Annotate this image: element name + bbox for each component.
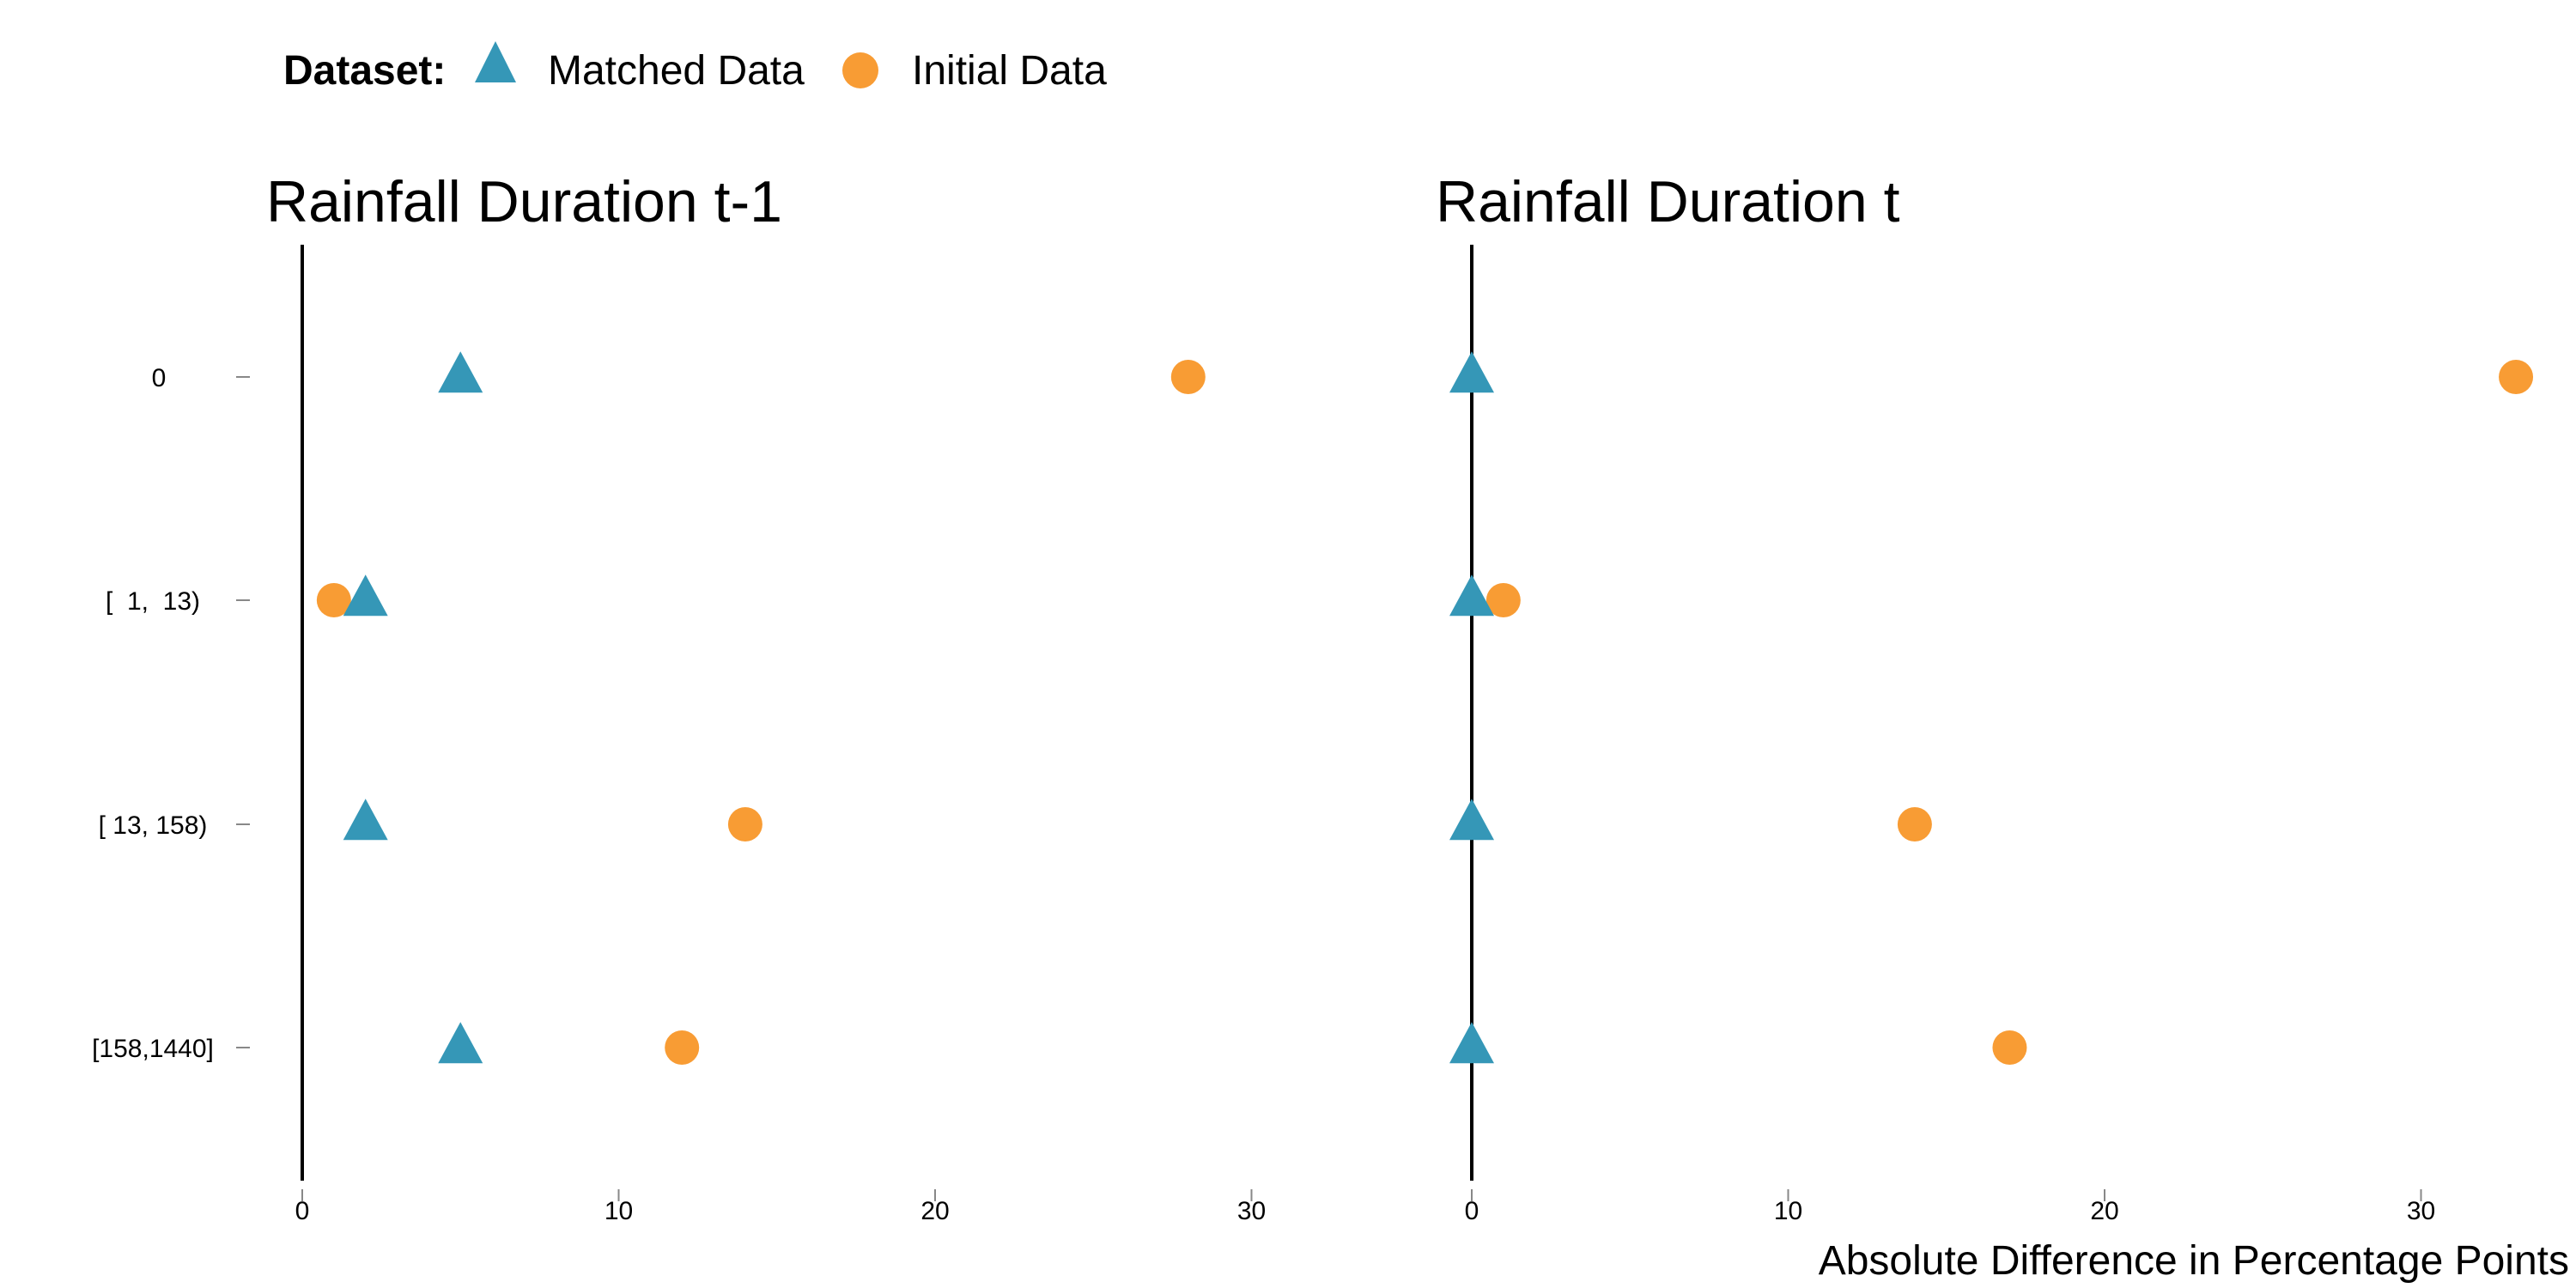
- x-tick-label: 0: [1465, 1197, 1479, 1225]
- x-tick-label: 30: [1237, 1197, 1266, 1225]
- x-axis: 0 10 20 30 0 10 20 30: [295, 1189, 2435, 1225]
- legend-initial-circle-icon: [842, 52, 878, 88]
- initial-data-point: [2499, 360, 2534, 394]
- initial-data-point: [1992, 1030, 2027, 1065]
- matched-data-point: [438, 1022, 483, 1064]
- legend-title: Dataset:: [283, 48, 446, 94]
- initial-data-point: [1170, 360, 1206, 394]
- initial-data-point: [665, 1030, 700, 1065]
- matched-data-point: [1449, 799, 1494, 841]
- initial-data-point: [316, 583, 351, 617]
- initial-data-point: [1485, 583, 1521, 617]
- x-tick-label: 10: [1774, 1197, 1802, 1225]
- x-tick-label: 20: [920, 1197, 949, 1225]
- x-tick-label: 30: [2407, 1197, 2435, 1225]
- initial-data-point: [727, 807, 762, 841]
- legend-initial-label: Initial Data: [912, 48, 1107, 94]
- x-tick-label: 10: [605, 1197, 633, 1225]
- matched-data-point: [1449, 351, 1494, 393]
- initial-data-point: [1897, 807, 1932, 841]
- legend-matched-label: Matched Data: [548, 48, 805, 94]
- x-tick-label: 0: [295, 1197, 310, 1225]
- y-tick-label: [ 1, 13): [106, 587, 200, 616]
- matched-data-point: [438, 351, 483, 393]
- matched-data-point: [1449, 1022, 1494, 1064]
- x-tick-label: 20: [2090, 1197, 2118, 1225]
- y-tick-label: [ 13, 158): [99, 811, 208, 840]
- x-axis-label: Absolute Difference in Percentage Points: [1819, 1238, 2569, 1284]
- y-tick-label: 0: [152, 364, 167, 392]
- panel-title-left: Rainfall Duration t-1: [266, 169, 782, 234]
- legend: Dataset: Matched Data Initial Data: [283, 41, 1107, 94]
- matched-data-point: [343, 574, 388, 617]
- panel-title-right: Rainfall Duration t: [1436, 169, 1900, 234]
- data-marks: [316, 351, 2534, 1065]
- legend-matched-triangle-icon: [475, 41, 516, 82]
- y-axis: 0 [ 1, 13) [ 13, 158) [158,1440]: [92, 364, 250, 1063]
- matched-data-point: [343, 799, 388, 841]
- y-tick-label: [158,1440]: [92, 1035, 214, 1063]
- matched-data-point: [1449, 574, 1494, 617]
